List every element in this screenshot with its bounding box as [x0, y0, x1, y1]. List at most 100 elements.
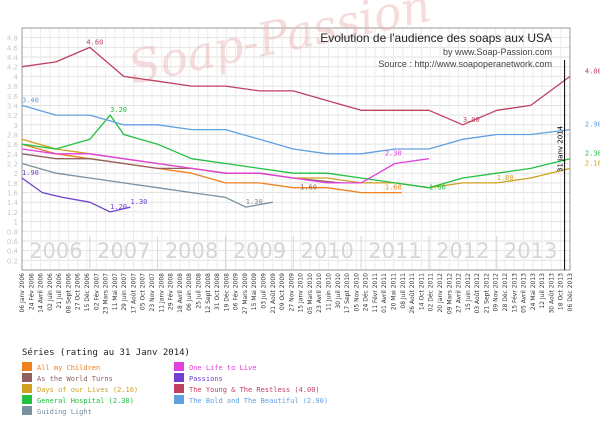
- y-tick-label: 1.6: [7, 190, 19, 198]
- chart-subtitle-2: Source : http://www.soapoperanetwork.com: [378, 59, 552, 69]
- x-tick-label: 18 Avril 2008: [177, 273, 184, 313]
- x-tick-label: 14 Avril 2006: [38, 273, 45, 313]
- x-tick-label: 31 Oct 2008: [214, 273, 221, 310]
- data-label: 1.30: [246, 198, 263, 206]
- legend-swatch: [22, 406, 32, 415]
- series-line: [21, 148, 429, 184]
- x-tick-label: 09 Oct 2009: [279, 273, 286, 310]
- grid-lines: [21, 27, 571, 271]
- y-tick-label: 1.2: [7, 209, 18, 217]
- x-tick-label: 29 Juin 2007: [121, 273, 128, 311]
- legend-label: Passions: [189, 375, 223, 383]
- y-tick-label: 2: [14, 170, 18, 178]
- x-tick-label: 27 Avril 2012: [456, 273, 463, 313]
- x-tick-label: 27 Mars 2009: [242, 273, 249, 314]
- y-tick-label: 0.4: [7, 248, 19, 256]
- x-tick-label: 30 Août 2013: [548, 273, 555, 314]
- data-label: 2.90: [585, 121, 600, 129]
- series-line: [21, 162, 274, 208]
- legend-swatch: [174, 362, 184, 371]
- y-tick-label: 1.4: [7, 199, 19, 207]
- legend-swatch: [22, 395, 32, 404]
- data-labels: 4.60 3.40 3.20 1.90 1.20 1.30 1.30 1.60 1.60 1.60…: [22, 38, 600, 211]
- y-tick-label: 3.6: [7, 93, 19, 101]
- data-label: 1.30: [131, 198, 148, 206]
- data-label: 1.20: [110, 203, 127, 211]
- x-tick-label: 09 Nov 2012: [493, 273, 500, 312]
- x-axis-date-labels: 06 Janv 2006 24 Fév 2006 14 Avril 2006 02 J…: [19, 273, 574, 314]
- legend-item: The Young & The Restless (4.00): [174, 384, 320, 395]
- current-date-label: 31 Janv 2014: [557, 125, 565, 172]
- x-tick-label: 15 Janv 2010: [298, 273, 305, 313]
- x-tick-label: 20 Mai 2011: [391, 273, 398, 310]
- legend-swatch: [174, 395, 184, 404]
- legend-swatch: [22, 384, 32, 393]
- y-tick-label: 2.6: [7, 141, 19, 149]
- x-tick-label: 19 Déc 2008: [223, 273, 230, 312]
- legend-swatch: [174, 373, 184, 382]
- x-tick-label: 08 Juil 2011: [400, 273, 407, 309]
- x-tick-label: 05 Nov 2010: [353, 273, 360, 312]
- y-tick-label: 3: [14, 122, 18, 130]
- legend-item: Passions: [174, 373, 223, 384]
- data-label: 1.90: [22, 169, 39, 177]
- x-tick-label: 09 Mars 2012: [446, 273, 453, 314]
- x-tick-label: 15 Févr 2013: [511, 273, 518, 313]
- legend-item: General Hospital (2.30): [22, 395, 134, 406]
- year-label: 2012: [436, 239, 489, 263]
- data-label: 2.30: [385, 150, 402, 158]
- data-label: 3.40: [22, 96, 39, 104]
- data-label: 3.20: [110, 106, 127, 114]
- y-tick-label: 2.2: [7, 161, 18, 169]
- legend-label: All my Children: [37, 364, 101, 372]
- x-tick-label: 05 Oct 2007: [140, 273, 147, 310]
- x-tick-label: 24 Mai 2013: [530, 273, 537, 310]
- y-tick-label: 3.4: [7, 102, 19, 110]
- x-tick-label: 28 Déc 2012: [502, 273, 509, 312]
- x-tick-label: 24 Déc 2010: [363, 273, 370, 312]
- x-tick-label: 06 Janv 2006: [19, 273, 26, 313]
- legend-label: General Hospital (2.30): [37, 397, 134, 405]
- x-tick-label: 11 Janv 2008: [158, 273, 165, 313]
- x-tick-label: 23 Mars 2007: [103, 273, 110, 314]
- x-tick-label: 11 Juin 2010: [326, 273, 333, 311]
- series-line: [21, 143, 402, 194]
- x-tick-label: 30 Juil 2010: [335, 273, 342, 309]
- series-line: [21, 114, 571, 189]
- y-tick-label: 2.8: [7, 131, 18, 139]
- y-tick-label: 4.2: [7, 64, 18, 72]
- x-tick-label: 21 Sept 2012: [483, 273, 490, 314]
- x-tick-label: 03 Juil 2009: [260, 273, 267, 309]
- y-tick-label: 4.6: [7, 44, 19, 52]
- x-tick-label: 24 Fév 2006: [28, 273, 35, 310]
- x-tick-label: 26 Août 2011: [409, 273, 416, 314]
- year-label: 2011: [368, 239, 421, 263]
- year-label: 2007: [97, 239, 150, 263]
- x-tick-label: 06 Fév 2009: [233, 273, 240, 310]
- x-tick-label: 27 Oct 2006: [75, 273, 82, 310]
- x-tick-label: 25 Juil 2008: [195, 273, 202, 309]
- y-tick-label: 4.8: [7, 35, 18, 43]
- y-tick-label: 4: [14, 73, 19, 81]
- legend-label: As the World Turns: [37, 375, 113, 383]
- series-lines: [21, 46, 571, 213]
- x-tick-label: 05 Avril 2013: [521, 273, 528, 313]
- y-tick-label: 3.2: [7, 112, 18, 120]
- chart-subtitle-1: by www.Soap-Passion.com: [443, 47, 552, 57]
- x-tick-label: 23 Avril 2010: [316, 273, 323, 313]
- y-tick-label: 0.6: [7, 238, 19, 246]
- data-label: 2.10: [585, 159, 600, 167]
- x-tick-label: 20 Janv 2012: [437, 273, 444, 313]
- x-tick-label: 01 Avril 2011: [381, 273, 388, 313]
- data-label: 1.60: [429, 184, 446, 192]
- x-tick-label: 15 Déc 2006: [84, 273, 91, 312]
- y-tick-label: 3.8: [7, 83, 18, 91]
- legend-item: Guiding Light: [22, 406, 92, 417]
- x-tick-label: 17 Août 2007: [130, 273, 137, 314]
- legend-label: One Life to Live: [189, 364, 257, 372]
- x-tick-label: 21 Août 2009: [270, 273, 277, 314]
- data-label: 1.60: [300, 184, 317, 192]
- y-tick-label: 2.4: [7, 151, 19, 159]
- x-tick-label: 15 Juin 2012: [465, 273, 472, 311]
- legend-item: One Life to Live: [174, 362, 256, 373]
